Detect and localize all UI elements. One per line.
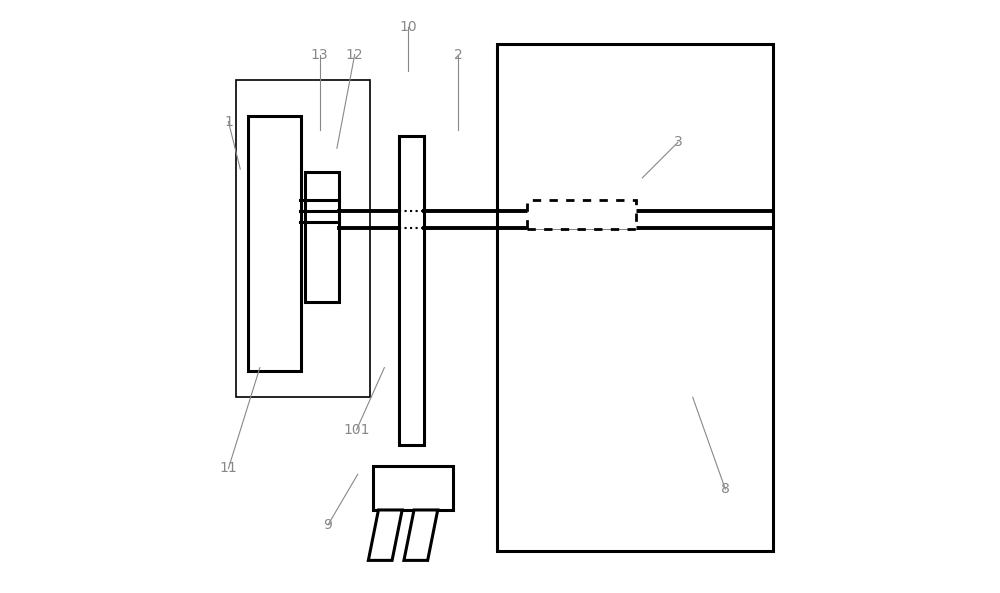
Bar xyxy=(305,172,339,302)
Bar xyxy=(236,80,370,397)
Text: 1: 1 xyxy=(224,114,233,129)
Bar xyxy=(373,466,453,510)
Text: 101: 101 xyxy=(343,423,370,437)
Text: 12: 12 xyxy=(346,47,364,62)
Text: 13: 13 xyxy=(311,47,329,62)
Bar xyxy=(248,116,301,371)
Text: 9: 9 xyxy=(324,518,332,532)
Text: 2: 2 xyxy=(454,47,463,62)
Bar xyxy=(399,136,424,445)
Bar xyxy=(527,200,636,229)
Polygon shape xyxy=(404,510,438,560)
Text: 10: 10 xyxy=(399,20,417,34)
Polygon shape xyxy=(368,510,402,560)
Text: 8: 8 xyxy=(721,482,730,496)
Text: 11: 11 xyxy=(220,461,237,476)
Text: 3: 3 xyxy=(674,135,682,149)
Bar xyxy=(497,44,773,551)
